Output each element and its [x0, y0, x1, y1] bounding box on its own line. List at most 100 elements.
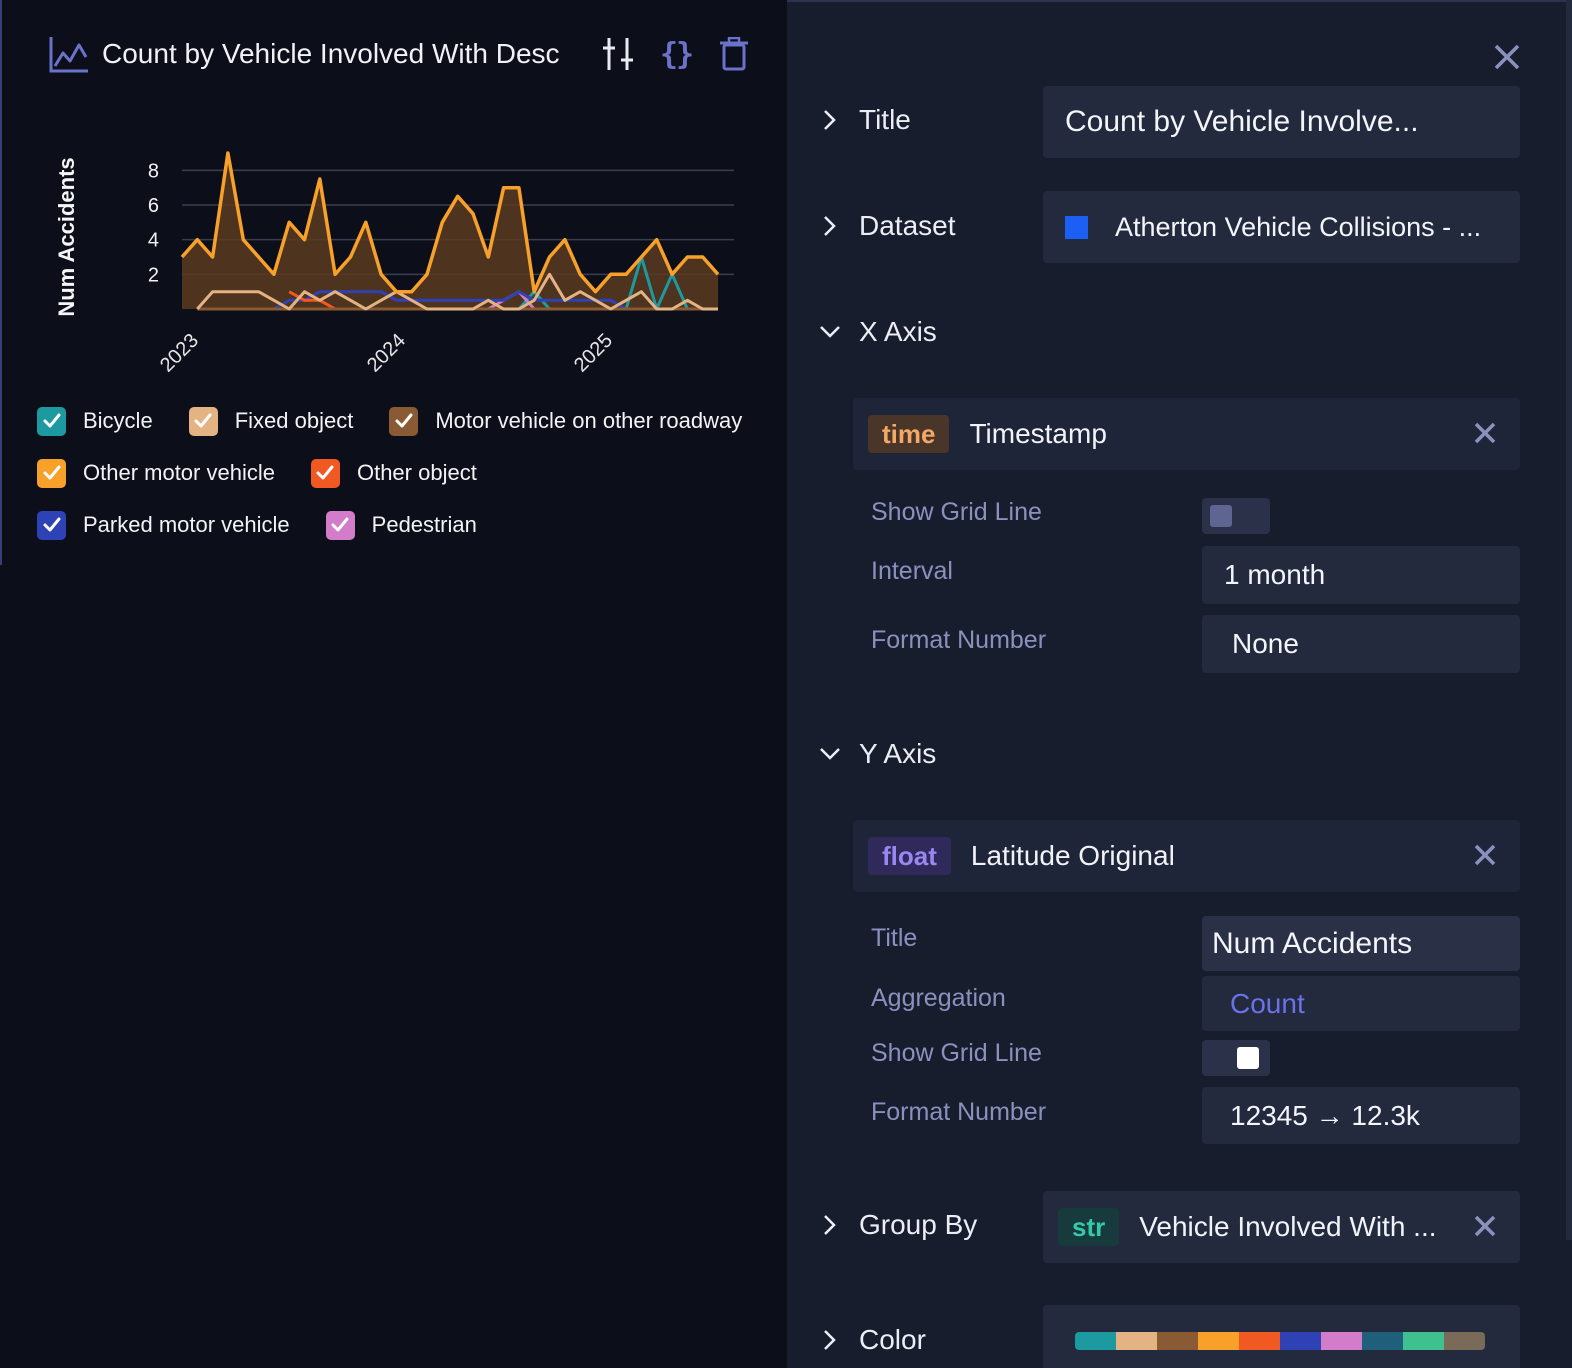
- color-palette-bar[interactable]: [1075, 1332, 1485, 1350]
- interval-select[interactable]: 1 month: [1202, 546, 1520, 604]
- checkbox-checked-icon[interactable]: [37, 510, 66, 540]
- section-group-by[interactable]: Group By: [817, 1209, 977, 1241]
- y-tick-label: 2: [148, 264, 159, 286]
- type-badge-float: float: [868, 837, 951, 875]
- legend-label: Fixed object: [234, 408, 354, 433]
- legend-label: Motor vehicle on other roadway: [435, 408, 743, 433]
- group-by-field[interactable]: str Vehicle Involved With ...: [1043, 1191, 1520, 1263]
- section-title-label: Title: [859, 104, 911, 135]
- aggregation-select[interactable]: Count: [1202, 976, 1520, 1031]
- y-tick-label: 4: [148, 230, 159, 252]
- section-dataset[interactable]: Dataset: [817, 210, 956, 242]
- legend-label: Other motor vehicle: [83, 460, 275, 485]
- y-show-grid-toggle[interactable]: [1202, 1040, 1270, 1076]
- remove-field-icon[interactable]: [1472, 1213, 1498, 1239]
- palette-swatch: [1444, 1332, 1485, 1350]
- section-title[interactable]: Title: [817, 104, 911, 136]
- chart-header: Count by Vehicle Involved With Desc: [48, 30, 560, 78]
- x-format-number-select[interactable]: None: [1202, 615, 1520, 673]
- y-ticks: 2 4 6 8: [148, 160, 159, 286]
- y-title-input[interactable]: Num Accidents: [1202, 916, 1520, 971]
- y-tick-label: 8: [148, 160, 159, 182]
- x-axis-field-name: Timestamp: [969, 418, 1107, 449]
- palette-swatch: [1321, 1332, 1362, 1350]
- selection-accent: [0, 0, 2, 565]
- y-format-number-select[interactable]: 12345 → 12.3k: [1202, 1087, 1520, 1144]
- type-badge-time: time: [868, 415, 950, 453]
- x-tick-label: 2024: [363, 330, 410, 377]
- x-show-grid-label: Show Grid Line: [871, 498, 1042, 526]
- palette-swatch: [1280, 1332, 1321, 1350]
- section-color[interactable]: Color: [817, 1324, 926, 1356]
- y-tick-label: 6: [148, 195, 159, 217]
- palette-swatch: [1403, 1332, 1444, 1350]
- palette-swatch: [1116, 1332, 1157, 1350]
- legend-item[interactable]: Fixed object: [188, 406, 354, 436]
- y-axis-field-name: Latitude Original: [970, 840, 1175, 871]
- chart-legend: Bicycle Fixed object Motor vehicle on othe…: [37, 395, 777, 551]
- toggle-knob: [1237, 1047, 1259, 1069]
- section-group-by-label: Group By: [859, 1209, 978, 1240]
- line-fixed-object[interactable]: [196, 272, 718, 311]
- checkbox-checked-icon[interactable]: [188, 406, 218, 436]
- dataset-color-swatch: [1065, 215, 1088, 239]
- remove-field-icon[interactable]: [1472, 842, 1498, 868]
- palette-swatch: [1075, 1332, 1116, 1350]
- chevron-right-icon: [824, 110, 836, 130]
- x-format-number-label: Format Number: [871, 626, 1047, 654]
- line-other-motor-vehicle[interactable]: [180, 151, 720, 294]
- legend-item[interactable]: Other object: [310, 458, 477, 488]
- close-icon[interactable]: [1492, 42, 1522, 72]
- settings-panel: Title Count by Vehicle Involve... Datase…: [787, 0, 1572, 1368]
- legend-label: Pedestrian: [371, 512, 477, 537]
- legend-label: Other object: [356, 460, 477, 485]
- sliders-icon[interactable]: [600, 34, 636, 74]
- checkbox-checked-icon[interactable]: [310, 458, 340, 488]
- legend-row: Parked motor vehicle Pedestrian: [37, 499, 777, 551]
- x-show-grid-toggle[interactable]: [1202, 498, 1270, 534]
- group-by-field-name: Vehicle Involved With ...: [1139, 1211, 1437, 1242]
- checkbox-checked-icon[interactable]: [389, 406, 419, 436]
- y-axis-field[interactable]: float Latitude Original: [853, 820, 1520, 892]
- legend-item[interactable]: Parked motor vehicle: [37, 510, 290, 540]
- line-chart-icon: [49, 37, 88, 73]
- palette-swatch: [1198, 1332, 1239, 1350]
- section-color-label: Color: [859, 1324, 926, 1355]
- scrollbar[interactable]: [1566, 0, 1572, 1240]
- title-value: Count by Vehicle Involve...: [1065, 105, 1419, 138]
- x-ticks: 2023 2024 2025: [156, 330, 617, 377]
- legend-item[interactable]: Pedestrian: [325, 510, 477, 540]
- legend-row: Other motor vehicle Other object: [37, 447, 777, 499]
- x-axis-field[interactable]: time Timestamp: [853, 398, 1520, 470]
- chart-title[interactable]: Count by Vehicle Involved With Desc: [102, 38, 560, 69]
- checkbox-checked-icon[interactable]: [37, 406, 66, 436]
- chart-plot: 2 4 6 8 2023 2024 2025 Num Accidents: [54, 151, 734, 377]
- area-other-motor-vehicle: [182, 153, 718, 309]
- dataset-value: Atherton Vehicle Collisions - ...: [1115, 211, 1482, 242]
- panel-top-border: [787, 0, 1572, 2]
- title-input[interactable]: Count by Vehicle Involve...: [1043, 86, 1520, 158]
- chevron-right-icon: [824, 1215, 836, 1235]
- checkbox-checked-icon[interactable]: [37, 458, 66, 488]
- x-tick-label: 2025: [570, 330, 617, 377]
- section-y-axis[interactable]: Y Axis: [817, 738, 936, 770]
- toggle-knob: [1210, 505, 1232, 527]
- chart-toolbar: {}: [600, 34, 752, 74]
- braces-icon[interactable]: {}: [659, 36, 694, 72]
- section-y-axis-label: Y Axis: [859, 738, 937, 769]
- y-show-grid-label: Show Grid Line: [871, 1039, 1042, 1067]
- remove-field-icon[interactable]: [1472, 420, 1498, 446]
- palette-swatch: [1239, 1332, 1280, 1350]
- dataset-select[interactable]: Atherton Vehicle Collisions - ...: [1043, 191, 1520, 263]
- chevron-down-icon: [820, 748, 840, 760]
- legend-item[interactable]: Bicycle: [37, 406, 153, 436]
- checkbox-checked-icon[interactable]: [325, 510, 355, 540]
- section-x-axis[interactable]: X Axis: [817, 316, 937, 348]
- palette-swatch: [1362, 1332, 1403, 1350]
- series-lines: [180, 151, 720, 311]
- legend-item[interactable]: Motor vehicle on other roadway: [389, 406, 743, 436]
- chevron-right-icon: [824, 216, 836, 236]
- legend-item[interactable]: Other motor vehicle: [37, 458, 275, 488]
- trash-icon[interactable]: [716, 34, 752, 74]
- chart-panel: Count by Vehicle Involved With Desc {} 2…: [0, 0, 777, 565]
